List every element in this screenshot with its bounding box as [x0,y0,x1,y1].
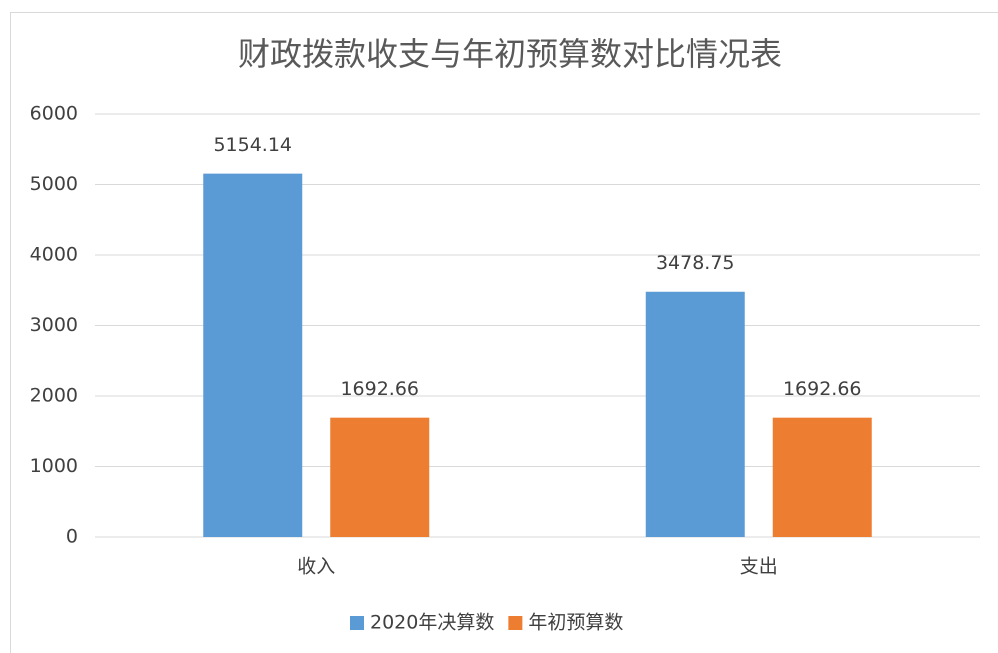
data-label: 5154.14 [213,134,292,156]
bar [645,291,745,537]
y-tick-label: 5000 [30,173,78,195]
data-label: 1692.66 [340,378,419,400]
legend-swatch [350,616,364,630]
data-label: 1692.66 [783,378,862,400]
bar [203,173,303,538]
y-tick-label: 0 [66,526,78,548]
y-tick-label: 2000 [30,385,78,407]
y-tick-label: 4000 [30,244,78,266]
y-tick-label: 1000 [30,455,78,477]
x-tick-label: 收入 [297,556,335,578]
y-tick-label: 6000 [30,103,78,125]
y-tick-label: 3000 [30,314,78,336]
x-tick-label: 支出 [740,556,778,578]
legend-label: 2020年决算数 [370,612,494,634]
data-label: 3478.75 [656,252,735,274]
chart-title: 财政拨款收支与年初预算数对比情况表 [238,35,782,73]
chart-frame [10,12,998,653]
legend-label: 年初预算数 [528,612,623,634]
bar [772,417,872,537]
bar [330,417,430,537]
legend-swatch [508,616,523,630]
